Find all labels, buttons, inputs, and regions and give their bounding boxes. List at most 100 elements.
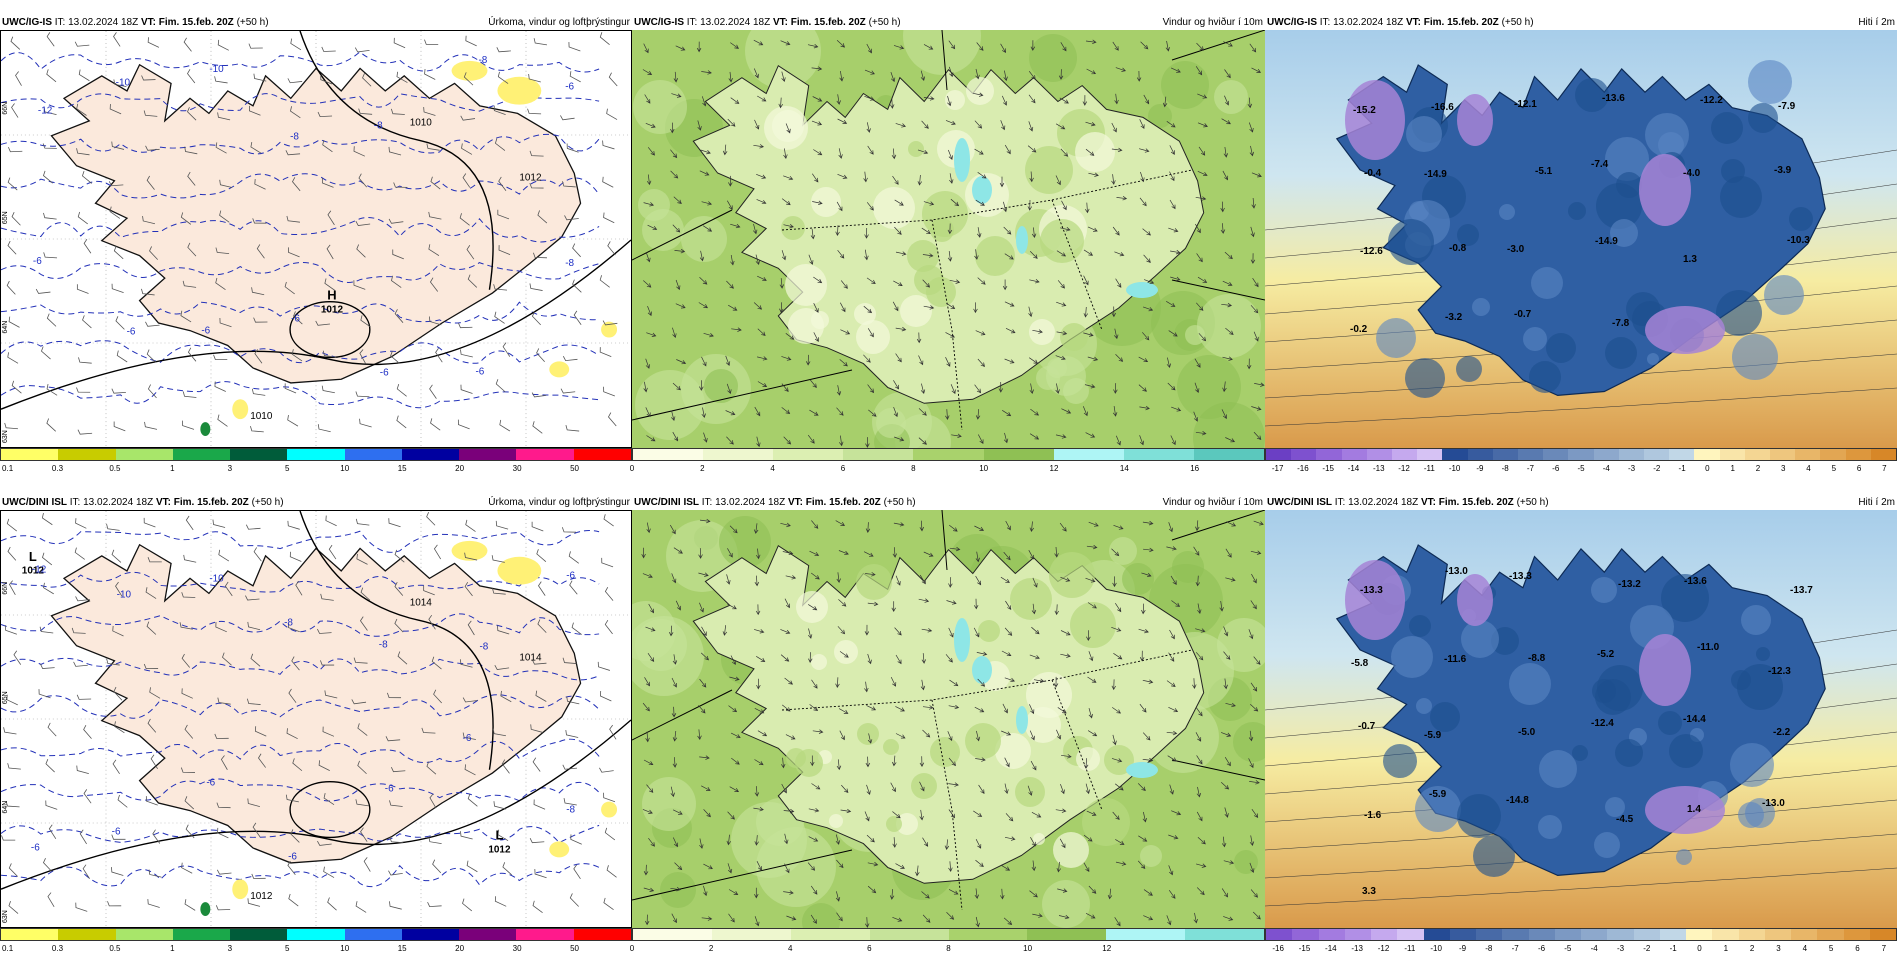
wind-speed-patch xyxy=(1233,722,1265,762)
temp-value-label: -0.2 xyxy=(1350,324,1368,335)
precip-colorbar-ticks: 0.1 0.3 0.5 1 3 5 10 15 20 30 50 xyxy=(0,464,632,476)
temp-value-label: -13.0 xyxy=(1762,798,1785,809)
contour-label: -6 xyxy=(127,327,136,338)
colorbar-swatch xyxy=(843,449,914,460)
model-name: UWC/DINI ISL xyxy=(634,496,699,508)
temp-patch xyxy=(1456,356,1482,382)
wind-speed-patch-land xyxy=(834,640,858,664)
colorbar-tick-label: -13 xyxy=(1351,944,1363,953)
temp-map-svg: -15.2 -16.6 -12.1 -13.6 -12.2 -7.9 -0.4 -14.9 -5… xyxy=(1265,30,1897,448)
wind-speed-patch-land xyxy=(911,773,937,799)
isobar-label: 1010 xyxy=(410,118,433,129)
temp-value-label: -3.2 xyxy=(1445,312,1463,323)
temp-value-label: -4.5 xyxy=(1616,814,1634,825)
colorbar-swatch xyxy=(1,929,59,940)
colorbar-swatch xyxy=(1543,449,1569,460)
temp-patch xyxy=(1457,224,1479,246)
wind-panel-igis: UWC/IG-IS IT: 13.02.2024 18Z VT: Fim. 15… xyxy=(630,14,1265,473)
temp-patch xyxy=(1572,745,1588,761)
colorbar-swatch xyxy=(1528,929,1555,940)
temp-patch xyxy=(1764,275,1804,315)
colorbar-tick-label: -9 xyxy=(1476,464,1484,473)
colorbar-tick-label: 4 xyxy=(788,944,793,953)
temp-value-label: -12.3 xyxy=(1768,666,1791,677)
lead-time: (+50 h) xyxy=(1516,496,1549,508)
temp-patch xyxy=(1388,219,1434,265)
cold-pool xyxy=(1345,80,1405,160)
colorbar-tick-label: -5 xyxy=(1577,464,1585,473)
colorbar-swatch xyxy=(115,929,173,940)
colorbar-tick-label: 16 xyxy=(1190,464,1200,473)
wind-speed-patch-land xyxy=(945,90,965,110)
isobar-label: 1010 xyxy=(250,411,273,422)
lead-time: (+50 h) xyxy=(1501,16,1534,28)
temp-patch xyxy=(1539,750,1577,788)
temp-patch xyxy=(1605,797,1625,817)
it-label: IT: xyxy=(69,496,81,508)
temp-value-label: -13.6 xyxy=(1602,93,1625,104)
temp-value-label: -13.3 xyxy=(1360,585,1383,596)
cold-pool xyxy=(1345,560,1405,640)
colorbar-swatch xyxy=(1659,929,1686,940)
model-name: UWC/IG-IS xyxy=(2,16,52,28)
vt-label: VT: xyxy=(155,496,171,508)
temp-patch xyxy=(1748,103,1778,133)
colorbar-tick-label: 3 xyxy=(227,464,233,473)
temp-patch xyxy=(1546,333,1576,363)
vt-label: VT: xyxy=(1420,496,1436,508)
contour-label: -6 xyxy=(291,314,300,325)
colorbar-swatch xyxy=(344,929,402,940)
wind-speed-patch xyxy=(704,369,738,403)
colorbar-swatch xyxy=(1123,449,1194,460)
latitude-label: 63N xyxy=(2,910,9,923)
temp-value-label: 1.3 xyxy=(1683,254,1697,265)
wind-speed-patch-land xyxy=(966,77,994,105)
it-value: 13.02.2024 18Z xyxy=(700,16,771,28)
panel-title: Hiti í 2m xyxy=(1858,16,1895,28)
model-name: UWC/IG-IS xyxy=(634,16,684,28)
it-label: IT: xyxy=(701,496,713,508)
temp-value-label: -12.6 xyxy=(1360,246,1383,257)
colorbar-tick-label: 0.3 xyxy=(51,944,64,953)
temp-value-label: -0.7 xyxy=(1358,721,1376,732)
colorbar-tick-label: -4 xyxy=(1602,464,1610,473)
contour-label: -6 xyxy=(380,367,389,378)
wind-speed-patch-land xyxy=(785,264,827,306)
temp-value-label: -0.7 xyxy=(1514,309,1532,320)
colorbar-swatch xyxy=(703,449,774,460)
wind-speed-patch-land xyxy=(829,814,843,828)
panel-header: UWC/IG-IS IT: 13.02.2024 18Z VT: Fim. 15… xyxy=(0,14,632,30)
colorbar-swatch xyxy=(1344,929,1371,940)
isobar-label: 1014 xyxy=(519,652,542,663)
contour-label: -12 xyxy=(38,106,53,117)
colorbar-tick-label: -11 xyxy=(1423,464,1435,473)
wind-speed-patch-land xyxy=(1082,798,1130,846)
panel-header: UWC/DINI ISL IT: 13.02.2024 18Z VT: Fim.… xyxy=(0,494,632,510)
colorbar-swatch xyxy=(1738,929,1765,940)
colorbar-tick-label: -9 xyxy=(1458,944,1467,953)
wind-barbs xyxy=(4,32,618,435)
wind-speed-patch xyxy=(642,777,696,831)
temp-value-label: -5.2 xyxy=(1597,649,1615,660)
colorbar-swatch xyxy=(1870,449,1897,460)
contour-label: -8 xyxy=(565,258,574,269)
temp-value-label: -7.4 xyxy=(1591,159,1609,170)
contour-label: -6 xyxy=(463,733,472,744)
temp-patch xyxy=(1605,337,1637,369)
colorbar-swatch xyxy=(1318,929,1345,940)
wind-speed-patch-land xyxy=(764,106,808,150)
colorbar-tick-label: -8 xyxy=(1501,464,1509,473)
colorbar-tick-label: 7 xyxy=(1881,944,1887,953)
wind-speed-patch-land xyxy=(908,141,924,157)
cold-pool xyxy=(1645,786,1725,834)
cold-pool xyxy=(1457,574,1493,626)
temp-value-label: -12.1 xyxy=(1514,99,1537,110)
temp-value-label: -11.0 xyxy=(1697,642,1720,653)
temp-map-svg: -13.3 -13.0 -13.3 -13.2 -13.6 -13.7 -5.8 -11.6 -… xyxy=(1265,510,1897,928)
panel-header: UWC/IG-IS IT: 13.02.2024 18Z VT: Fim. 15… xyxy=(1265,14,1897,30)
colorbar-swatch xyxy=(1795,449,1821,460)
contour-label: -8 xyxy=(284,617,293,628)
colorbar-swatch xyxy=(1593,449,1619,460)
panel-title: Úrkoma, vindur og loftþrýstingur xyxy=(488,16,630,28)
temp-patch xyxy=(1406,116,1442,152)
